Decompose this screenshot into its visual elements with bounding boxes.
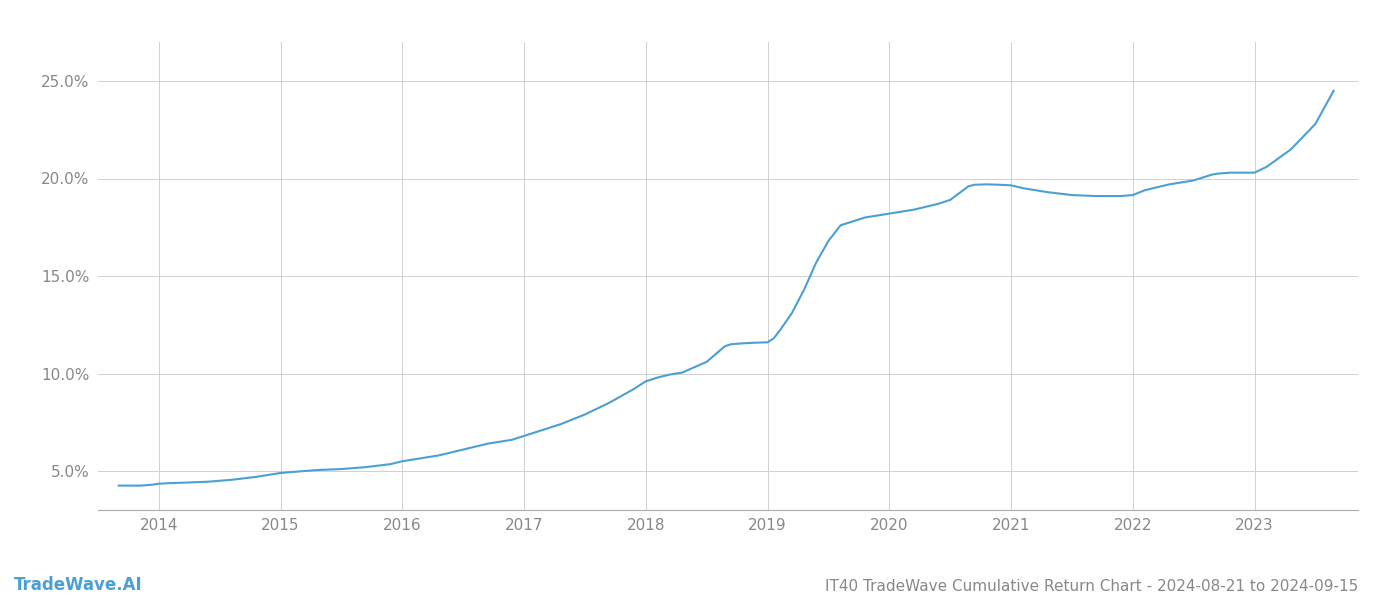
Text: TradeWave.AI: TradeWave.AI [14, 576, 143, 594]
Text: IT40 TradeWave Cumulative Return Chart - 2024-08-21 to 2024-09-15: IT40 TradeWave Cumulative Return Chart -… [825, 579, 1358, 594]
